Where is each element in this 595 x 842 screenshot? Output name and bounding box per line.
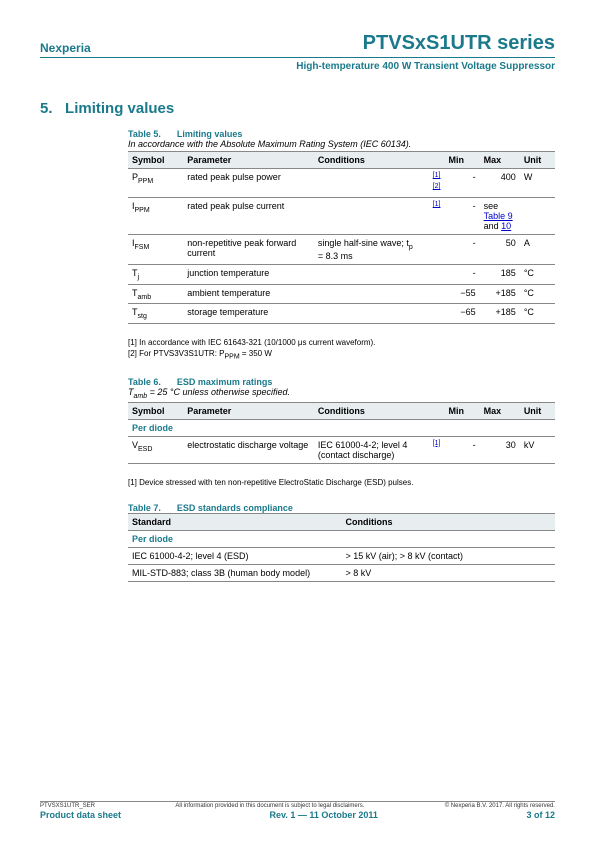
th-symbol: Symbol — [128, 402, 183, 419]
footnote: [2] For PTVS3V3S1UTR: PPPM = 350 W — [128, 349, 555, 361]
th-standard: Standard — [128, 513, 342, 530]
table-row: Symbol Parameter Conditions Min Max Unit — [128, 402, 555, 419]
th-min: Min — [444, 402, 479, 419]
table-7-block: Table 7.ESD standards compliance Standar… — [128, 503, 555, 582]
footnote-ref[interactable]: [1] — [433, 440, 441, 447]
brand: Nexperia — [40, 41, 91, 55]
table-row: MIL-STD-883; class 3B (human body model)… — [128, 564, 555, 581]
series-title: PTVSxS1UTR series — [363, 32, 555, 55]
table-row: Tj junction temperature - 185 °C — [128, 264, 555, 284]
footer-copyright: © Nexperia B.V. 2017. All rights reserve… — [445, 803, 555, 809]
th-conditions: Conditions — [314, 152, 425, 169]
table-6-block: Table 6.ESD maximum ratings Tamb = 25 °C… — [128, 377, 555, 464]
table-row: Per diode — [128, 419, 555, 436]
per-diode-label: Per diode — [128, 419, 555, 436]
table-6: Symbol Parameter Conditions Min Max Unit… — [128, 402, 555, 464]
table-6-footnotes: [1] Device stressed with ten non-repetit… — [128, 478, 555, 487]
th-parameter: Parameter — [183, 402, 314, 419]
table-6-caption: Table 6.ESD maximum ratings — [128, 377, 555, 387]
th-max: Max — [480, 402, 520, 419]
section-number: 5. — [40, 100, 53, 117]
table-row: PPPM rated peak pulse power [1][2] - 400… — [128, 169, 555, 198]
table-5-footnotes: [1] In accordance with IEC 61643-321 (10… — [128, 338, 555, 361]
th-max: Max — [480, 152, 520, 169]
footnote: [1] In accordance with IEC 61643-321 (10… — [128, 338, 555, 347]
table-row: IFSM non-repetitive peak forward current… — [128, 235, 555, 265]
table-row: IEC 61000-4-2; level 4 (ESD) > 15 kV (ai… — [128, 547, 555, 564]
table-link[interactable]: Table 9 — [484, 211, 513, 221]
th-conditions: Conditions — [342, 513, 556, 530]
footer-page: 3 of 12 — [526, 810, 555, 820]
table-7: Standard Conditions Per diode IEC 61000-… — [128, 513, 555, 582]
table-row: VESD electrostatic discharge voltage IEC… — [128, 436, 555, 463]
th-symbol: Symbol — [128, 152, 183, 169]
table-row: Tamb ambient temperature −55 +185 °C — [128, 284, 555, 304]
footnote-ref[interactable]: [1] — [433, 201, 441, 208]
section-title: Limiting values — [65, 100, 174, 117]
th-conditions: Conditions — [314, 402, 425, 419]
table-row: Tstg storage temperature −65 +185 °C — [128, 304, 555, 324]
footer-revision: Rev. 1 — 11 October 2011 — [270, 810, 378, 820]
footnote: [1] Device stressed with ten non-repetit… — [128, 478, 555, 487]
table-6-note: Tamb = 25 °C unless otherwise specified. — [128, 387, 555, 400]
th-min: Min — [444, 152, 479, 169]
table-5-caption: Table 5.Limiting values — [128, 129, 555, 139]
footer-doc-id: PTVSXS1UTR_SER — [40, 803, 95, 809]
table-7-caption: Table 7.ESD standards compliance — [128, 503, 555, 513]
table-5: Symbol Parameter Conditions Min Max Unit… — [128, 151, 555, 324]
footnote-ref[interactable]: [1][2] — [433, 172, 441, 190]
th-parameter: Parameter — [183, 152, 314, 169]
section-heading: 5. Limiting values — [40, 100, 555, 117]
page-header: Nexperia PTVSxS1UTR series — [40, 32, 555, 58]
table-5-note: In accordance with the Absolute Maximum … — [128, 139, 555, 149]
per-diode-label: Per diode — [128, 530, 555, 547]
table-row: Per diode — [128, 530, 555, 547]
table-row: Symbol Parameter Conditions Min Max Unit — [128, 152, 555, 169]
footer-disclaimer: All information provided in this documen… — [175, 803, 364, 809]
page-footer: PTVSXS1UTR_SER All information provided … — [40, 801, 555, 820]
table-row: Standard Conditions — [128, 513, 555, 530]
footer-doc-type: Product data sheet — [40, 810, 121, 820]
subtitle: High-temperature 400 W Transient Voltage… — [40, 61, 555, 72]
table-link[interactable]: 10 — [501, 221, 511, 231]
table-5-block: Table 5.Limiting values In accordance wi… — [128, 129, 555, 324]
table-row: IPPM rated peak pulse current [1] - see … — [128, 198, 555, 235]
th-unit: Unit — [520, 402, 555, 419]
th-unit: Unit — [520, 152, 555, 169]
